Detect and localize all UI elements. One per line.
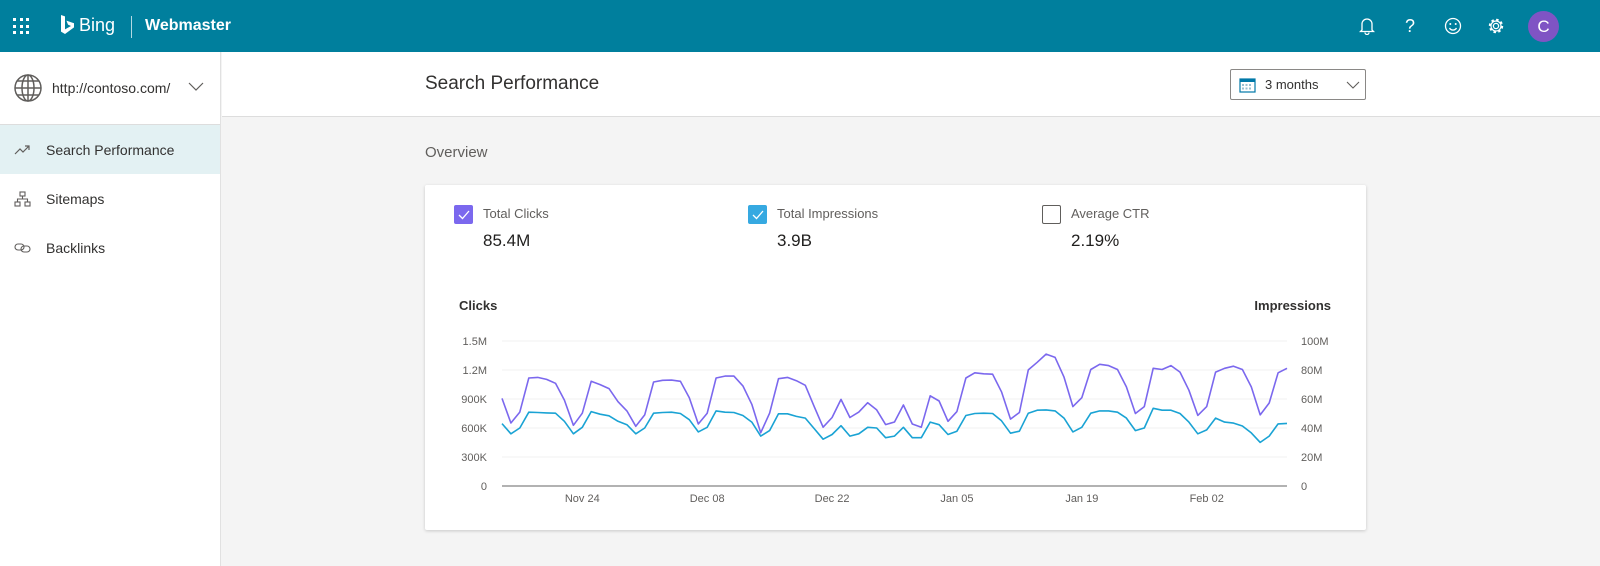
sidebar: http://contoso.com/ Search Performance S… <box>0 52 221 566</box>
gear-icon[interactable] <box>1486 16 1506 36</box>
sidebar-item-label: Sitemaps <box>46 190 105 207</box>
calendar-icon <box>1239 77 1256 93</box>
checkbox-checked[interactable] <box>748 205 767 224</box>
bell-icon[interactable] <box>1357 16 1377 36</box>
top-header: Bing Webmaster ? C <box>0 0 1600 52</box>
metric-label: Average CTR <box>1071 206 1150 221</box>
metric-value: 2.19% <box>1071 231 1120 250</box>
date-range-dropdown[interactable]: 3 months <box>1230 69 1366 100</box>
metric-label: Total Impressions <box>777 206 879 221</box>
date-range-value: 3 months <box>1265 77 1319 92</box>
link-icon <box>14 242 31 253</box>
section-title: Overview <box>425 144 488 161</box>
checkbox-unchecked[interactable] <box>1042 205 1061 224</box>
checkbox-checked[interactable] <box>454 205 473 224</box>
sidebar-item-label: Search Performance <box>46 141 175 158</box>
chevron-down-icon[interactable] <box>188 82 204 92</box>
chevron-down-icon <box>1346 81 1360 89</box>
metric-label: Total Clicks <box>483 206 549 221</box>
metric-value: 85.4M <box>483 231 531 250</box>
header-divider <box>131 16 132 38</box>
overview-card: Total Clicks 85.4M Total Impressions 3.9… <box>425 185 1366 530</box>
metric-value: 3.9B <box>777 231 812 250</box>
page-title: Search Performance <box>425 73 600 94</box>
sitemap-icon <box>14 190 31 207</box>
page-header: Search Performance 3 months <box>222 52 1600 117</box>
globe-icon <box>14 74 42 102</box>
site-url: http://contoso.com/ <box>52 80 171 96</box>
bing-b-icon <box>61 15 74 34</box>
sidebar-item-sitemaps[interactable]: Sitemaps <box>0 174 220 223</box>
sidebar-item-search-performance[interactable]: Search Performance <box>0 125 220 174</box>
brand-name: Bing <box>79 14 116 35</box>
waffle-icon[interactable] <box>13 18 29 34</box>
product-name[interactable]: Webmaster <box>145 17 231 34</box>
avatar[interactable]: C <box>1528 11 1559 42</box>
sidebar-item-backlinks[interactable]: Backlinks <box>0 223 220 272</box>
smiley-icon[interactable] <box>1443 16 1463 36</box>
site-selector[interactable]: http://contoso.com/ <box>0 52 220 125</box>
trend-icon <box>14 144 30 154</box>
help-icon[interactable]: ? <box>1404 15 1415 36</box>
bing-logo[interactable]: Bing <box>60 14 115 36</box>
sidebar-item-label: Backlinks <box>46 239 106 256</box>
